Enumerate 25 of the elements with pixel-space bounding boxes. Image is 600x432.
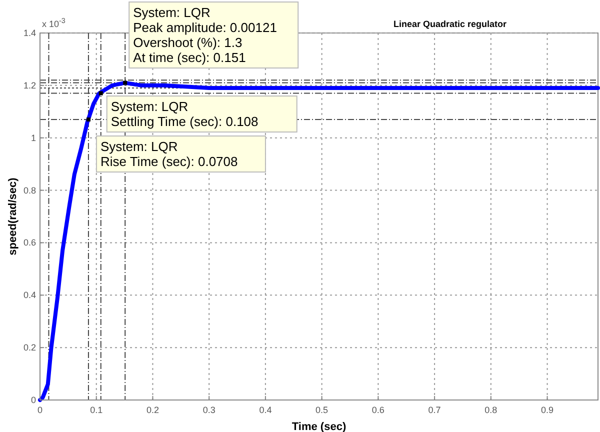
x-tick-label: 0.3 (202, 405, 216, 415)
x-tick-label: 0 (37, 405, 43, 415)
x-tick-label: 0.1 (90, 405, 103, 415)
y-tick-label: 1.4 (23, 28, 36, 38)
y-tick-label: 1.2 (23, 80, 36, 90)
annotation: System: LQR Settling Time (sec): 0.108 (110, 99, 258, 129)
annotation: System: LQR Peak amplitude: 0.00121 Overshoot (%): 1.3 At time (sec): 0.151 (133, 5, 277, 65)
annotation: System: LQR Rise Time (sec): 0.0708 (100, 139, 238, 169)
chart-title: Linear Quadratic regulator (393, 19, 508, 29)
y-tick-label: 0.6 (23, 238, 36, 248)
x-tick-label: 0.2 (146, 405, 159, 415)
y-tick-label: 1 (30, 132, 36, 143)
y-tick-label: 0.8 (23, 185, 36, 196)
x-tick-label: 0.4 (259, 405, 272, 415)
y-tick-label: 0 (30, 395, 36, 405)
x-tick-label: 0.6 (372, 405, 384, 415)
text: x 10$^{-3}$ (42, 16, 66, 29)
x-tick-label: 0.9 (541, 405, 554, 415)
x-axis-title: Time (sec) (292, 421, 346, 432)
y-tick-label: 0.4 (23, 290, 36, 300)
x-tick-label: 0.7 (428, 405, 441, 415)
x-tick-label: 0.5 (316, 405, 328, 415)
y-axis-title: speed(rad/sec) (7, 177, 19, 256)
x-tick-label: 0.8 (484, 405, 498, 415)
y-tick-label: 0.2 (23, 342, 36, 353)
